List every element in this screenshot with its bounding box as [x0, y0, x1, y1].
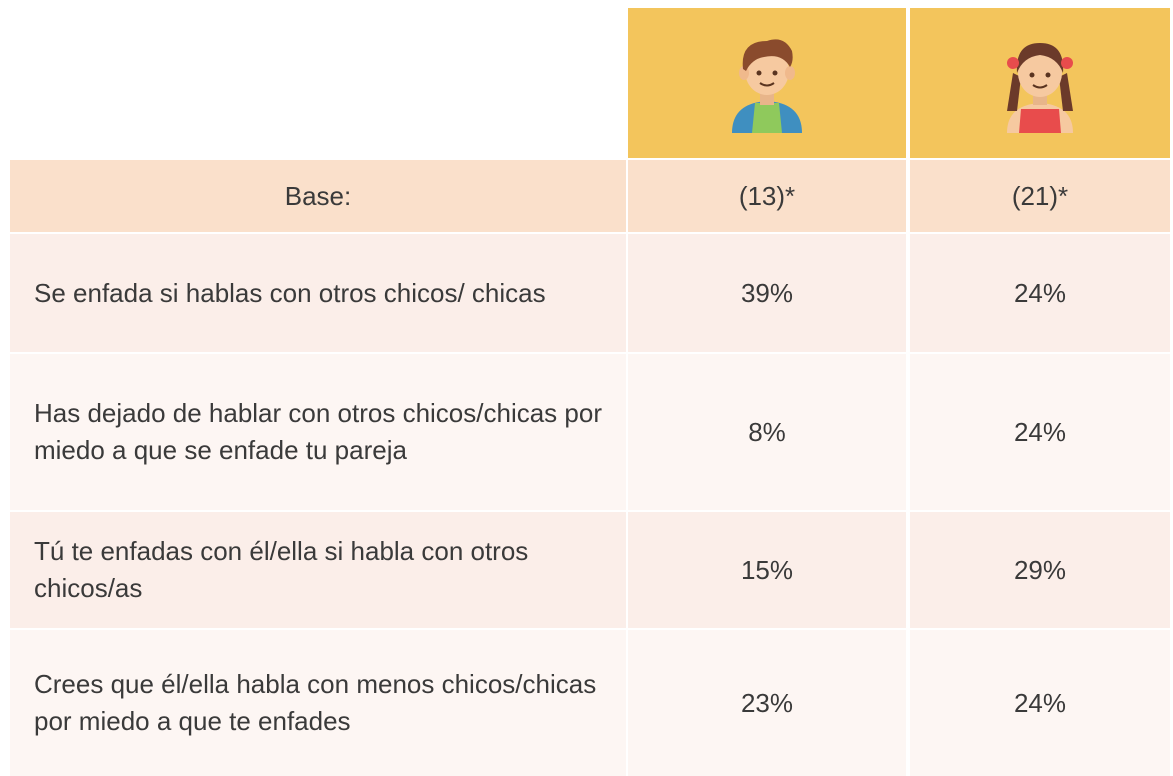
girl-icon-cell	[910, 8, 1170, 158]
girl-icon	[1007, 43, 1073, 133]
row-label: Se enfada si hablas con otros chicos/ ch…	[10, 234, 626, 352]
cell-value: 29%	[910, 512, 1170, 628]
row-label: Base:	[10, 160, 626, 232]
cell-value: 15%	[628, 512, 906, 628]
cell-value: 23%	[628, 630, 906, 776]
cell-value: (21)*	[910, 160, 1170, 232]
cell-value: 8%	[628, 354, 906, 510]
cell-value: (13)*	[628, 160, 906, 232]
cell-value: 24%	[910, 630, 1170, 776]
row-label: Has dejado de hablar con otros chicos/ch…	[10, 354, 626, 510]
boy-icon-cell	[628, 8, 906, 158]
row-label: Crees que él/ella habla con menos chicos…	[10, 630, 626, 776]
cell-value: 24%	[910, 234, 1170, 352]
row-label: Tú te enfadas con él/ella si habla con o…	[10, 512, 626, 628]
cell-value: 24%	[910, 354, 1170, 510]
boy-icon	[732, 39, 802, 133]
cell-value: 39%	[628, 234, 906, 352]
